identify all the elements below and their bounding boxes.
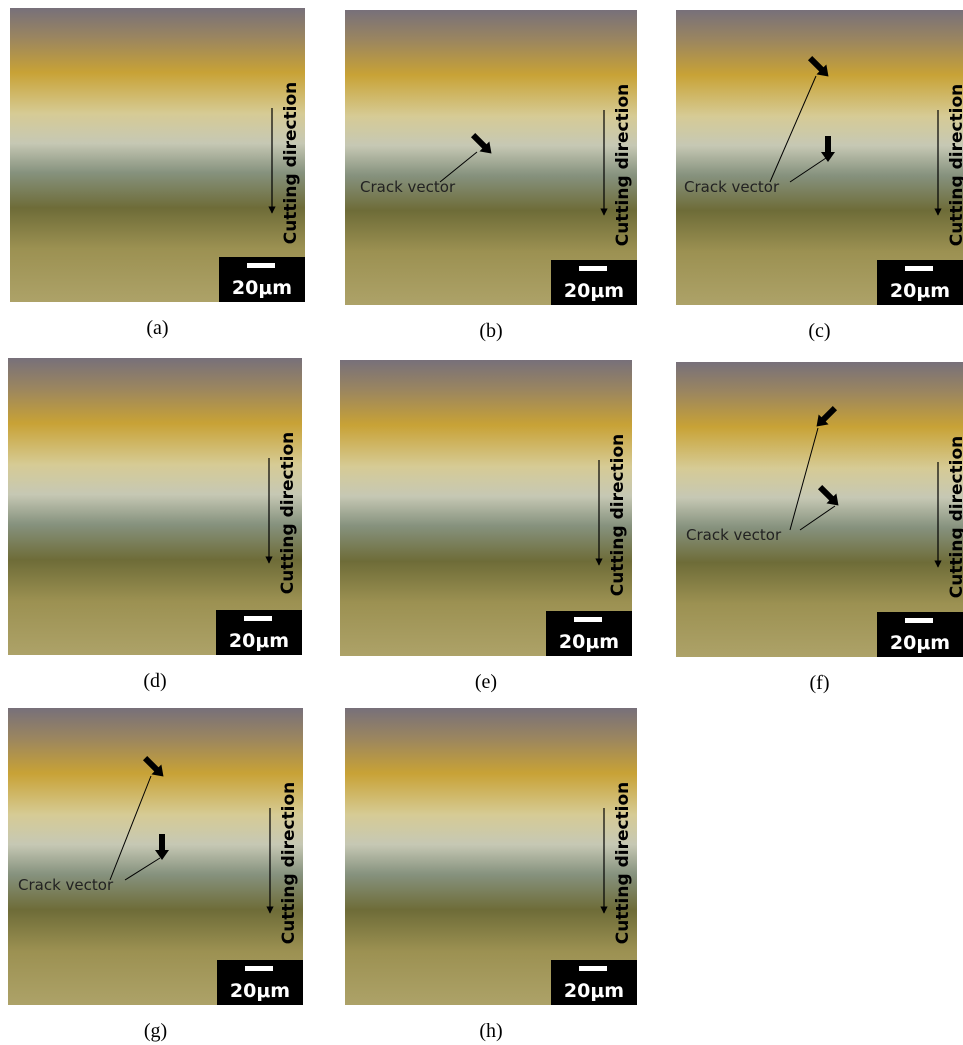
scale-bar <box>579 266 607 271</box>
direction-label: Cutting direction <box>613 782 633 945</box>
scale-label: 20μm <box>890 632 950 654</box>
direction-label: Cutting direction <box>947 84 963 247</box>
panel-caption: (f) <box>810 672 830 694</box>
direction-label: Cutting direction <box>278 432 298 595</box>
direction-label: Cutting direction <box>947 436 963 599</box>
panel-caption: (c) <box>808 320 830 342</box>
scale-label: 20μm <box>229 630 289 652</box>
panel-caption: (g) <box>144 1020 167 1042</box>
panel-caption: (d) <box>143 670 166 692</box>
direction-label: Cutting direction <box>608 434 628 597</box>
crack-label: Crack vector <box>686 526 782 544</box>
scale-bar <box>905 618 933 623</box>
scale-bar <box>247 263 275 268</box>
scale-bar <box>579 966 607 971</box>
scale-label: 20μm <box>890 280 950 302</box>
panel-caption: (b) <box>479 320 502 342</box>
scale-bar <box>245 966 273 971</box>
scale-label: 20μm <box>230 980 290 1002</box>
scale-bar <box>905 266 933 271</box>
direction-label: Cutting direction <box>613 84 633 247</box>
panel-caption: (h) <box>479 1020 502 1042</box>
crack-label: Crack vector <box>18 876 114 894</box>
direction-label: Cutting direction <box>281 82 301 245</box>
scale-bar <box>244 616 272 621</box>
panel-caption: (e) <box>475 671 497 693</box>
scale-label: 20μm <box>559 631 619 653</box>
scale-label: 20μm <box>564 980 624 1002</box>
page: Cutting direction 20μm (a) Cutting directio… <box>0 0 963 1045</box>
scale-label: 20μm <box>564 280 624 302</box>
crack-label: Crack vector <box>684 178 780 196</box>
direction-label: Cutting direction <box>279 782 299 945</box>
crack-label: Crack vector <box>360 178 456 196</box>
panel-caption: (a) <box>146 317 168 339</box>
figure: Cutting direction 20μm (a) Cutting directio… <box>0 0 963 1045</box>
scale-bar <box>574 617 602 622</box>
scale-label: 20μm <box>232 277 292 299</box>
